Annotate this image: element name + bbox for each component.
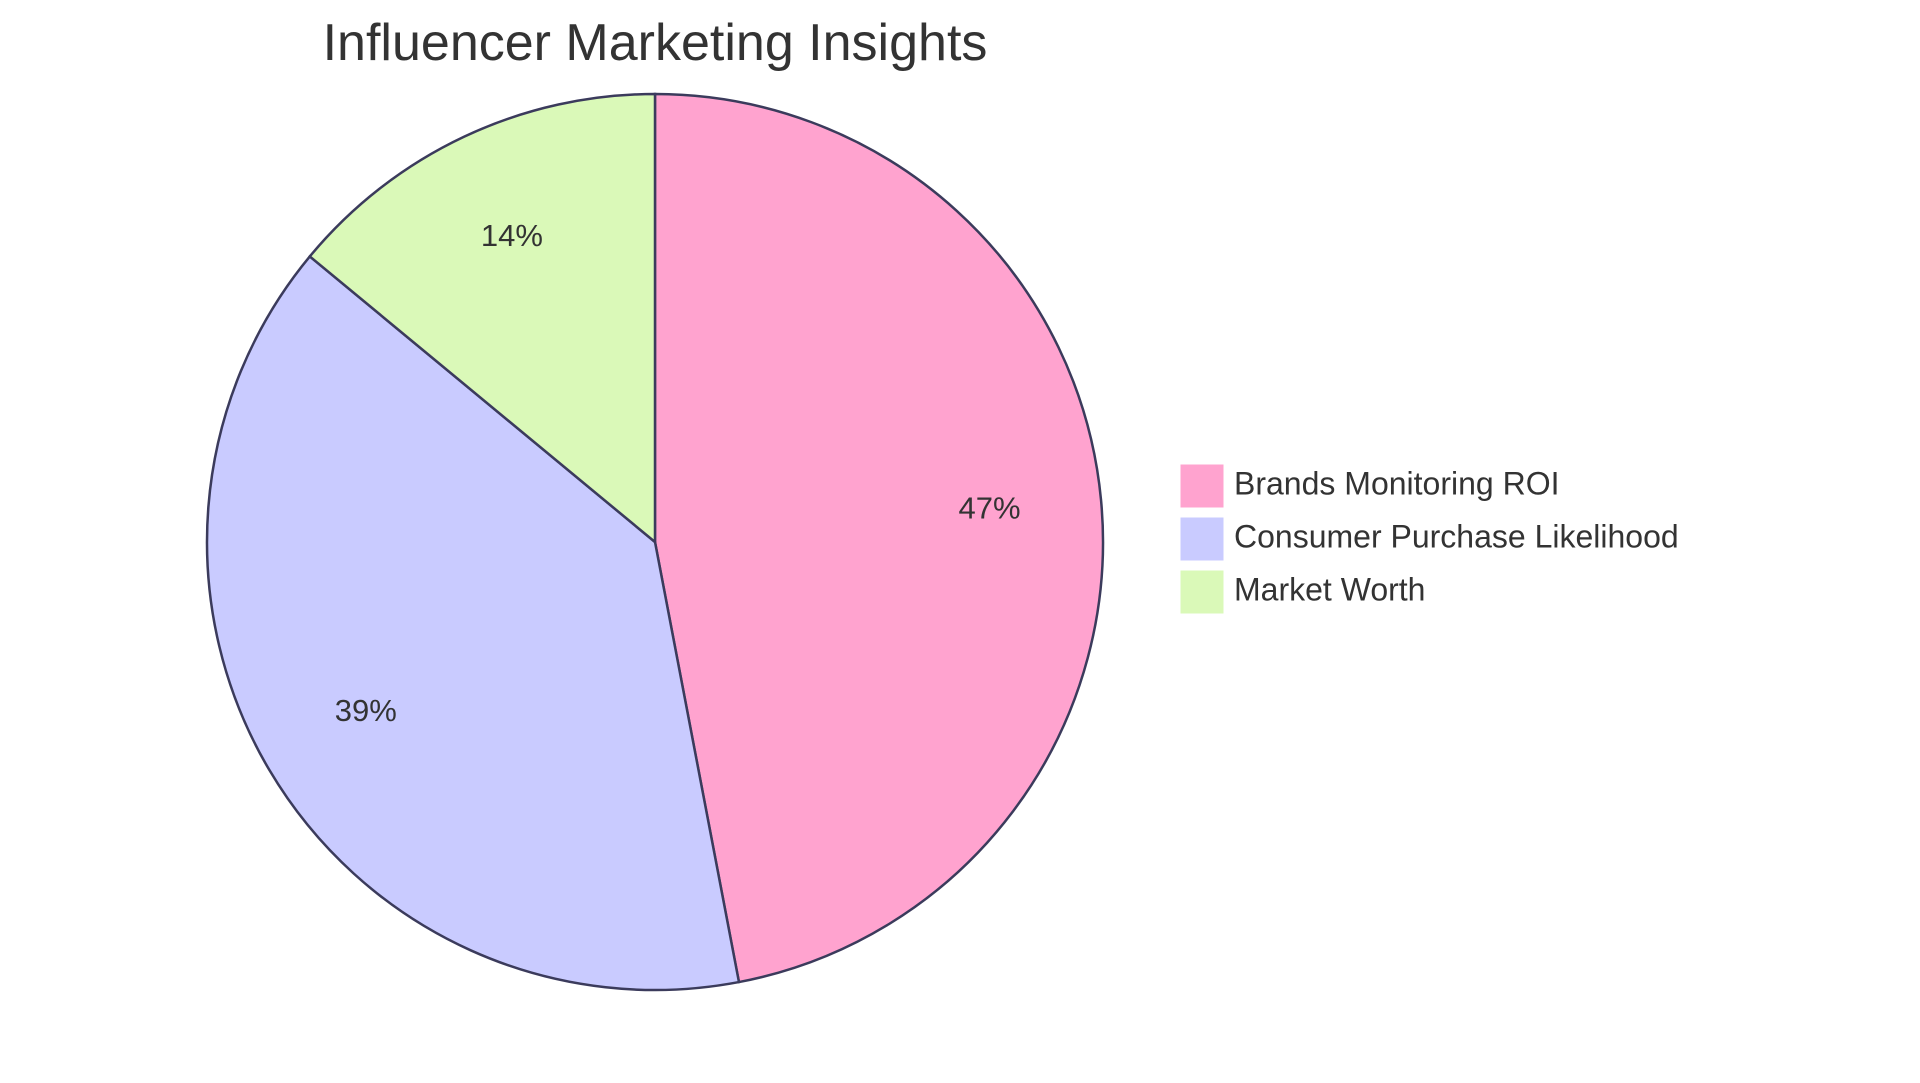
slice-label-1: 47% (958, 491, 1020, 526)
legend: Brands Monitoring ROI Consumer Purchase L… (1179, 463, 1679, 615)
pie-slice-2 (205, 254, 741, 992)
legend-swatch-1 (1179, 463, 1225, 509)
legend-label-2: Consumer Purchase Likelihood (1234, 518, 1679, 554)
pie-slice-1 (653, 92, 1105, 984)
pie-slices (205, 92, 1105, 992)
chart-title: Influencer Marketing Insights (323, 14, 988, 72)
slice-label-3: 14% (481, 218, 543, 253)
legend-label-1: Brands Monitoring ROI (1234, 465, 1559, 501)
slice-label-2: 39% (335, 693, 397, 728)
legend-swatch-2 (1179, 516, 1225, 562)
legend-swatch-3 (1179, 569, 1225, 615)
legend-label-3: Market Worth (1234, 571, 1425, 607)
slice-labels: 47% 39% 14% (335, 218, 1021, 728)
pie-slice-3 (308, 92, 657, 545)
